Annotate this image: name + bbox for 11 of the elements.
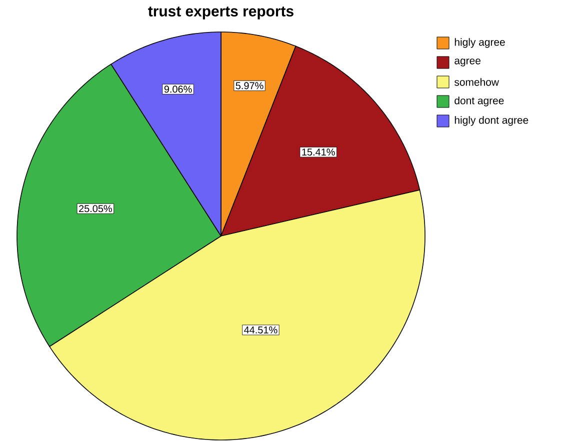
data-label: 15.41% xyxy=(302,148,335,156)
legend-label: higly agree xyxy=(454,38,505,48)
data-label: 25.05% xyxy=(79,205,112,212)
legend-label: dont agree xyxy=(454,96,504,106)
data-label: 5.97% xyxy=(236,82,264,90)
data-label: 44.51% xyxy=(244,326,278,334)
chart-title: trust experts reports xyxy=(148,6,294,20)
legend-label: agree xyxy=(454,58,480,66)
legend-label: higly dont agree xyxy=(454,116,528,126)
data-label: 9.06% xyxy=(164,86,192,93)
legend-label: somehow xyxy=(454,78,499,86)
